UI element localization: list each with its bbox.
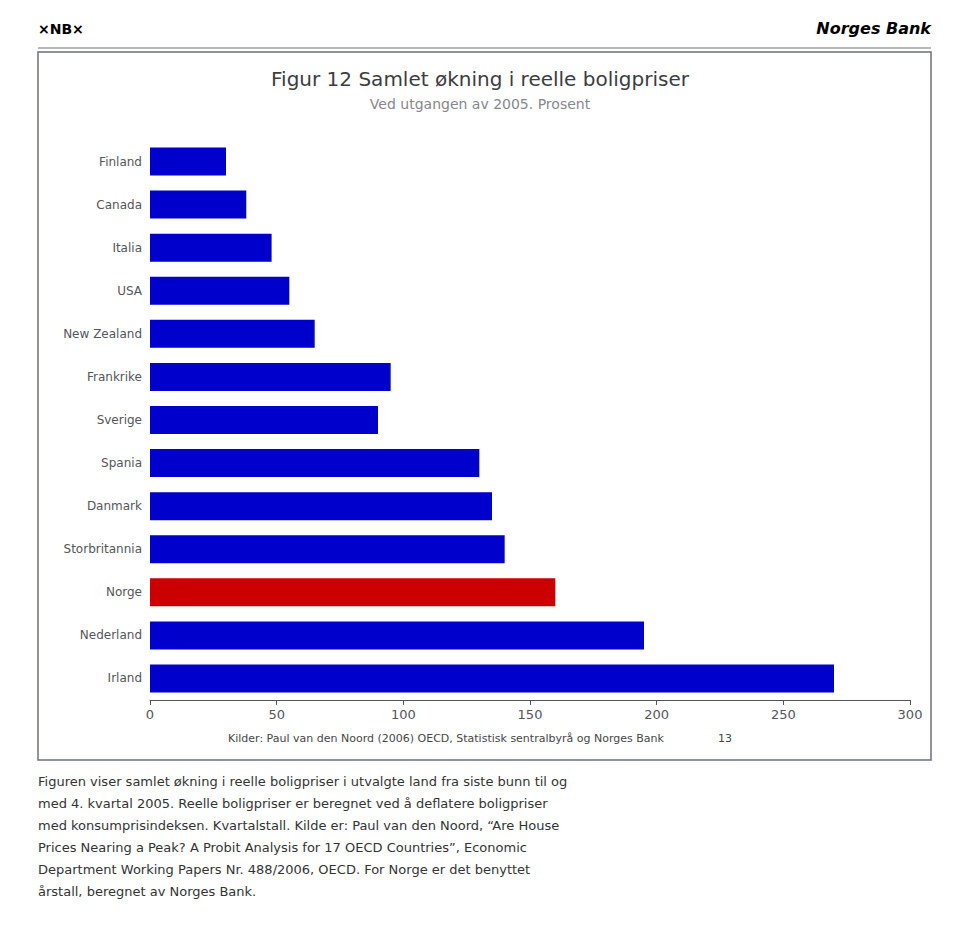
svg-text:Nederland: Nederland [80, 628, 142, 642]
svg-text:årstall, beregnet av Norges Ba: årstall, beregnet av Norges Bank. [38, 884, 256, 899]
svg-text:New Zealand: New Zealand [63, 327, 142, 341]
svg-text:100: 100 [391, 707, 416, 722]
svg-text:Italia: Italia [112, 241, 142, 255]
svg-text:Storbritannia: Storbritannia [64, 542, 142, 556]
svg-text:Canada: Canada [96, 198, 142, 212]
svg-text:150: 150 [518, 707, 543, 722]
svg-text:Frankrike: Frankrike [87, 370, 142, 384]
svg-text:Danmark: Danmark [87, 499, 142, 513]
svg-text:Spania: Spania [101, 456, 142, 470]
svg-text:Norge: Norge [106, 585, 142, 599]
svg-text:Figur 12 Samlet økning i reell: Figur 12 Samlet økning i reelle boligpri… [271, 67, 690, 91]
svg-text:Irland: Irland [108, 671, 142, 685]
svg-text:Norges Bank: Norges Bank [816, 19, 932, 38]
svg-text:Department Working Papers Nr.: Department Working Papers Nr. 488/2006, … [38, 862, 530, 877]
svg-text:USA: USA [117, 284, 143, 298]
svg-text:300: 300 [898, 707, 923, 722]
svg-text:Figuren viser samlet økning i: Figuren viser samlet økning i reelle bol… [38, 774, 567, 789]
svg-text:13: 13 [718, 732, 732, 745]
svg-text:200: 200 [644, 707, 669, 722]
svg-text:Ved utgangen av 2005. Prosent: Ved utgangen av 2005. Prosent [370, 96, 591, 112]
svg-text:Finland: Finland [99, 155, 142, 169]
svg-text:Prices Nearing a Peak? A Probi: Prices Nearing a Peak? A Probit Analysis… [38, 840, 527, 855]
svg-text:Kilder: Paul van den Noord (20: Kilder: Paul van den Noord (2006) OECD, … [228, 732, 664, 745]
svg-text:med konsumprisindeksen. Kvarta: med konsumprisindeksen. Kvartalstall. Ki… [38, 818, 559, 833]
svg-text:0: 0 [146, 707, 154, 722]
svg-text:×NB×: ×NB× [38, 21, 84, 37]
svg-text:250: 250 [771, 707, 796, 722]
svg-text:50: 50 [268, 707, 285, 722]
svg-text:Sverige: Sverige [97, 413, 142, 427]
svg-text:med 4. kvartal 2005. Reelle bo: med 4. kvartal 2005. Reelle boligpriser … [38, 796, 548, 811]
